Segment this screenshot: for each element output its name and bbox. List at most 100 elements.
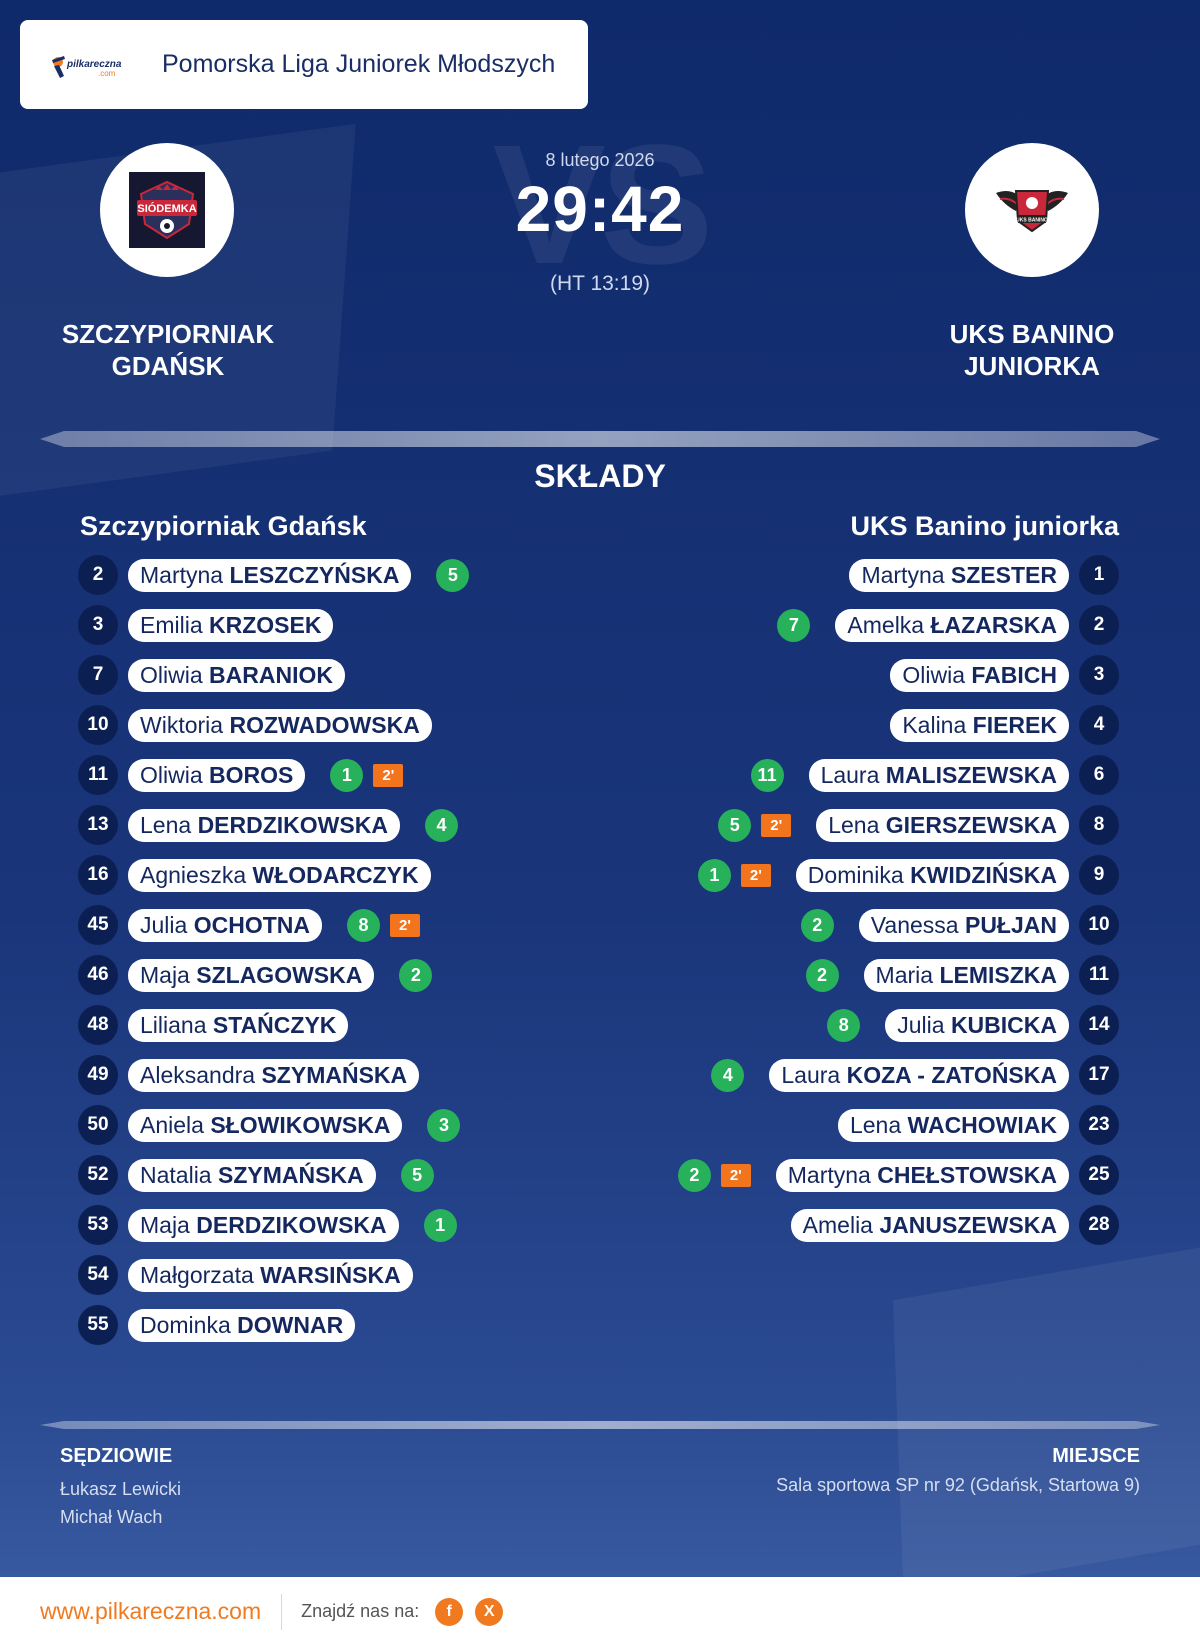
player-first-name: Małgorzata [140,1261,261,1288]
suspension-badge: 2' [740,863,771,887]
player-first-name: Martyna [787,1161,878,1188]
player-name: Maja SZLAGOWSKA [128,958,375,992]
player-name: Oliwia BOROS [128,758,306,792]
player-name: Dominika KWIDZIŃSKA [795,858,1069,892]
player-row: 54 Małgorzata WARSIŃSKA [78,1250,469,1300]
section-divider [40,1421,1160,1429]
player-name: Julia KUBICKA [885,1008,1069,1042]
player-number: 53 [78,1205,118,1245]
player-number: 4 [1079,705,1119,745]
player-number: 25 [1079,1155,1119,1195]
siodemka-crest-icon: SIÓDEMKA [129,172,205,248]
player-row: 46 Maja SZLAGOWSKA 2 [78,950,469,1000]
player-last-name: SZYMAŃSKA [261,1061,408,1088]
player-row: 5 2' Lena GIERSZEWSKA 8 [678,800,1119,850]
player-name: Maja DERDZIKOWSKA [128,1208,399,1242]
home-team-name: SZCZYPIORNIAK GDAŃSK [18,318,318,382]
league-title: Pomorska Liga Juniorek Młodszych [162,50,556,78]
footer-separator [281,1593,283,1630]
away-team-name-line1: UKS BANINO [949,319,1115,349]
player-last-name: STAŃCZYK [212,1011,337,1038]
player-row: 2 Martyna LESZCZYŃSKA 5 [78,550,470,600]
player-number: 55 [78,1305,118,1345]
suspension-badge: 2' [373,763,404,787]
player-row: 1 2' Dominika KWIDZIŃSKA 9 [678,850,1119,900]
player-last-name: ROZWADOWSKA [229,711,420,738]
home-team-name-line2: GDAŃSK [111,351,225,381]
player-number: 3 [78,605,118,645]
player-row: Kalina FIEREK 4 [678,700,1119,750]
player-row: 10 Wiktoria ROZWADOWSKA [78,700,469,750]
player-last-name: KUBICKA [950,1011,1057,1038]
player-number: 1 [1079,555,1119,595]
player-last-name: OCHOTNA [193,911,310,938]
player-name: Aleksandra SZYMAŃSKA [128,1058,420,1092]
player-number: 13 [78,805,118,845]
suspension-badge: 2' [389,913,420,937]
player-name: Liliana STAŃCZYK [128,1008,349,1042]
player-row: Lena WACHOWIAK 23 [678,1100,1119,1150]
x-icon[interactable]: X [475,1597,504,1626]
player-name: Amelka ŁAZARSKA [835,608,1069,642]
player-number: 52 [78,1155,118,1195]
goals-badge: 5 [718,808,752,842]
player-first-name: Laura [781,1061,847,1088]
player-name: Lena WACHOWIAK [837,1108,1069,1142]
goals-badge: 2 [399,958,433,992]
player-number: 10 [78,705,118,745]
player-row: 52 Natalia SZYMAŃSKA 5 [78,1150,469,1200]
section-divider [40,431,1160,447]
website-link[interactable]: www.pilkareczna.com [40,1598,262,1624]
player-row: 50 Aniela SŁOWIKOWSKA 3 [78,1100,469,1150]
goals-badge: 3 [427,1108,461,1142]
player-row: 2 Vanessa PUŁJAN 10 [678,900,1119,950]
background-shape [892,1234,1200,1596]
pilkareczna-logo: pilkareczna .com [50,48,122,82]
player-first-name: Martyna [140,561,230,588]
referee-name: Łukasz Lewicki [60,1479,182,1499]
player-name: Oliwia BARANIOK [128,658,345,692]
referees-title: SĘDZIOWIE [60,1445,173,1467]
goals-badge: 2 [677,1158,711,1192]
player-first-name: Natalia [140,1161,218,1188]
player-row: 7 Amelka ŁAZARSKA 2 [678,600,1119,650]
player-row: 7 Oliwia BARANIOK [78,650,469,700]
player-last-name: DOWNAR [237,1311,344,1338]
player-first-name: Lena [849,1111,908,1138]
player-number: 2 [1079,605,1119,645]
crest-text: SIÓDEMKA [137,202,196,215]
player-row: Martyna SZESTER 1 [678,550,1119,600]
logo-text: pilkareczna [66,59,122,70]
goals-badge: 4 [711,1058,745,1092]
goals-badge: 7 [777,608,811,642]
match-date: 8 lutego 2026 [545,150,655,170]
player-first-name: Emilia [140,611,210,638]
home-team-logo: SIÓDEMKA [100,143,234,277]
away-lineup: Martyna SZESTER 1 7 Amelka ŁAZARSKA 2 Oliwia … [677,550,1119,1250]
vs-watermark: VS [492,110,714,300]
player-first-name: Laura [820,761,886,788]
venue-value: Sala sportowa SP nr 92 (Gdańsk, Startowa… [776,1475,1140,1495]
player-last-name: WŁODARCZYK [252,861,419,888]
player-first-name: Maja [140,961,197,988]
player-number: 23 [1079,1105,1119,1145]
player-name: Małgorzata WARSIŃSKA [128,1258,413,1292]
player-number: 6 [1079,755,1119,795]
player-row: 45 Julia OCHOTNA 8 2' [78,900,469,950]
half-time-score: (HT 13:19) [550,272,650,295]
player-row: 53 Maja DERDZIKOWSKA 1 [78,1200,469,1250]
league-header: pilkareczna .com Pomorska Liga Juniorek … [20,20,588,109]
player-first-name: Liliana [140,1011,213,1038]
facebook-icon[interactable]: f [435,1597,464,1626]
goals-badge: 5 [400,1158,434,1192]
referees-list: Łukasz Lewicki Michał Wach [60,1475,181,1531]
goals-badge: 1 [330,758,364,792]
player-last-name: KWIDZIŃSKA [910,861,1057,888]
player-number: 7 [78,655,118,695]
player-first-name: Lena [140,811,198,838]
player-row: Amelia JANUSZEWSKA 28 [678,1200,1119,1250]
player-last-name: ŁAZARSKA [930,611,1058,638]
player-row: 2 2' Martyna CHEŁSTOWSKA 25 [677,1150,1119,1200]
player-name: Maria LEMISZKA [863,958,1069,992]
player-last-name: DERDZIKOWSKA [197,811,388,838]
